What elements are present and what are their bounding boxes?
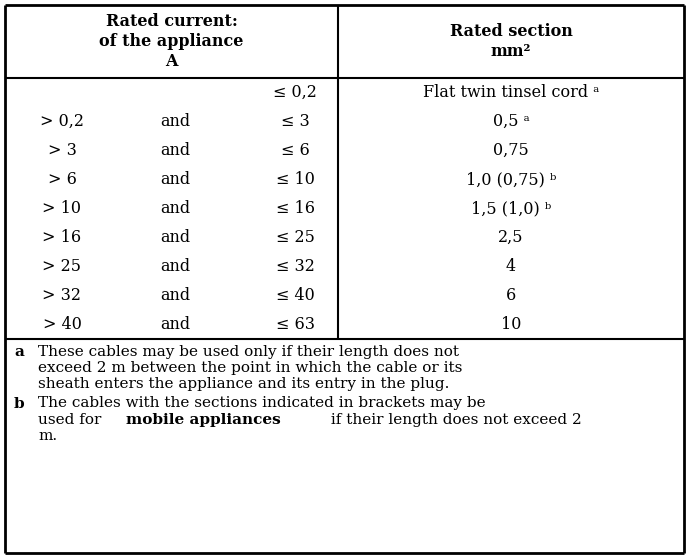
Text: > 25: > 25 xyxy=(43,258,81,275)
Text: The cables with the sections indicated in brackets may be: The cables with the sections indicated i… xyxy=(38,397,486,411)
Text: 10: 10 xyxy=(501,316,521,333)
Text: ≤ 10: ≤ 10 xyxy=(276,171,314,188)
Text: and: and xyxy=(160,229,190,246)
Text: > 32: > 32 xyxy=(43,287,81,304)
Text: 2,5: 2,5 xyxy=(498,229,524,246)
Text: mobile appliances: mobile appliances xyxy=(126,413,281,427)
Text: > 0,2: > 0,2 xyxy=(40,113,84,130)
Text: ≤ 63: ≤ 63 xyxy=(276,316,314,333)
Text: ≤ 32: ≤ 32 xyxy=(276,258,314,275)
Text: used for: used for xyxy=(38,413,106,427)
Text: These cables may be used only if their length does not
exceed 2 m between the po: These cables may be used only if their l… xyxy=(38,345,462,391)
Text: and: and xyxy=(160,258,190,275)
Text: m.: m. xyxy=(38,430,57,444)
Text: > 6: > 6 xyxy=(48,171,76,188)
Text: Rated section
mm²: Rated section mm² xyxy=(449,23,573,60)
Text: and: and xyxy=(160,142,190,159)
Text: and: and xyxy=(160,113,190,130)
Text: 6: 6 xyxy=(506,287,516,304)
Text: 4: 4 xyxy=(506,258,516,275)
Text: > 3: > 3 xyxy=(48,142,76,159)
Text: ≤ 6: ≤ 6 xyxy=(280,142,309,159)
Text: Flat twin tinsel cord ᵃ: Flat twin tinsel cord ᵃ xyxy=(423,84,599,101)
Text: and: and xyxy=(160,316,190,333)
Text: if their length does not exceed 2: if their length does not exceed 2 xyxy=(326,413,582,427)
Text: a: a xyxy=(14,345,24,359)
Text: ≤ 3: ≤ 3 xyxy=(280,113,309,130)
Text: and: and xyxy=(160,171,190,188)
Text: > 10: > 10 xyxy=(43,200,81,217)
Text: 1,5 (1,0) ᵇ: 1,5 (1,0) ᵇ xyxy=(471,200,551,217)
Text: > 40: > 40 xyxy=(43,316,81,333)
Text: 0,75: 0,75 xyxy=(493,142,529,159)
Text: ≤ 25: ≤ 25 xyxy=(276,229,314,246)
Text: and: and xyxy=(160,200,190,217)
Text: 0,5 ᵃ: 0,5 ᵃ xyxy=(493,113,529,130)
Text: ≤ 16: ≤ 16 xyxy=(276,200,314,217)
Text: ≤ 0,2: ≤ 0,2 xyxy=(273,84,317,101)
Text: ≤ 40: ≤ 40 xyxy=(276,287,314,304)
Text: Rated current:
of the appliance
A: Rated current: of the appliance A xyxy=(99,13,244,70)
Text: 1,0 (0,75) ᵇ: 1,0 (0,75) ᵇ xyxy=(466,171,556,188)
Text: > 16: > 16 xyxy=(43,229,81,246)
Text: b: b xyxy=(14,397,25,411)
Text: and: and xyxy=(160,287,190,304)
